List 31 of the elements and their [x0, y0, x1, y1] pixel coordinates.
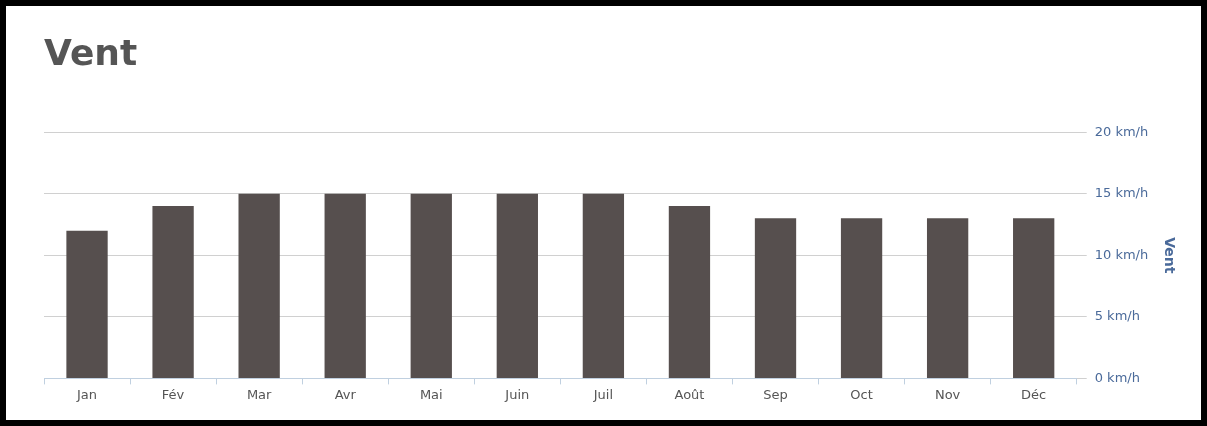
bar	[754, 218, 797, 378]
y-tick-label: 20 km/h	[1094, 123, 1149, 139]
x-tick-label: Mai	[419, 386, 443, 402]
bar	[1013, 218, 1055, 378]
x-tick-label: Juil	[592, 386, 614, 402]
x-tick-label: Juin	[504, 386, 530, 402]
x-tick-label: Déc	[1021, 386, 1047, 402]
y-tick-label: 5 km/h	[1094, 308, 1140, 324]
bar	[238, 193, 280, 378]
bar	[840, 218, 883, 378]
bar	[582, 193, 625, 378]
y-tick-label: 0 km/h	[1094, 369, 1140, 385]
x-tick-label: Sep	[763, 386, 788, 402]
bar	[668, 206, 711, 378]
bar	[410, 193, 452, 378]
x-tick-label: Août	[674, 386, 705, 402]
x-tick-label: Jan	[76, 386, 98, 402]
bar	[152, 206, 194, 378]
bar	[66, 230, 108, 378]
y-axis-title: Vent	[1161, 237, 1178, 274]
y-tick-label: 15 km/h	[1094, 185, 1149, 201]
bar	[926, 218, 969, 378]
bar	[324, 193, 366, 378]
bar	[496, 193, 538, 378]
x-tick-label: Fév	[161, 386, 185, 402]
x-tick-label: Mar	[246, 386, 273, 402]
x-tick-label: Nov	[934, 386, 961, 402]
x-tick-label: Oct	[850, 386, 873, 402]
x-tick-label: Avr	[334, 386, 357, 402]
chart-title: Vent	[44, 31, 138, 73]
y-tick-label: 10 km/h	[1094, 246, 1149, 262]
